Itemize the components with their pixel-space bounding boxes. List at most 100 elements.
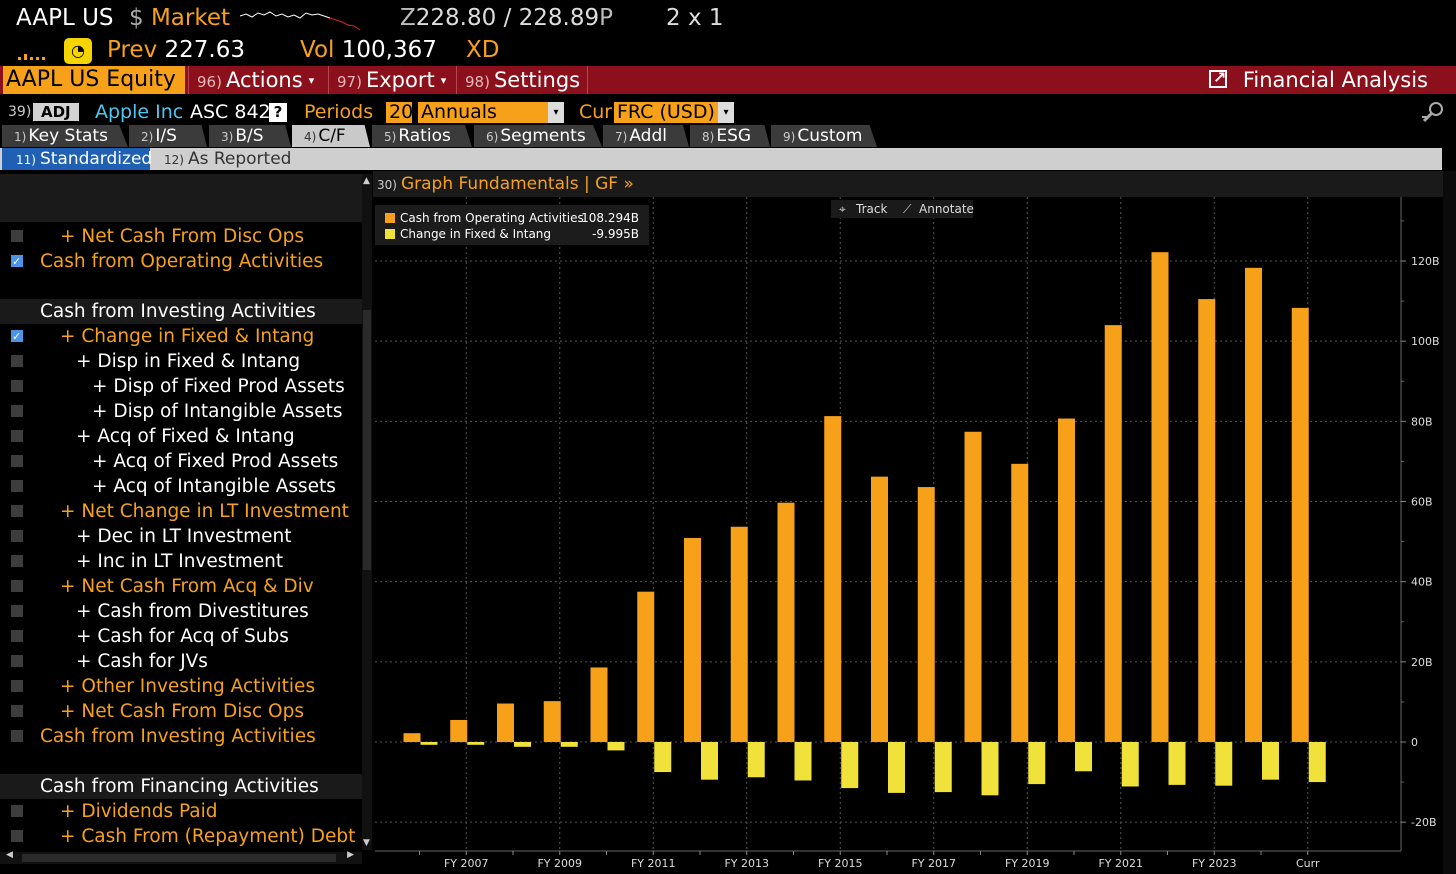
bar-capex[interactable] bbox=[1262, 742, 1279, 780]
chart-title[interactable]: 30) Graph Fundamentals | GF » bbox=[373, 171, 1443, 197]
settings-menu[interactable]: 98) Settings bbox=[456, 66, 588, 94]
bar-capex[interactable] bbox=[1168, 742, 1186, 785]
bar-capex[interactable] bbox=[1121, 742, 1139, 787]
crosshair-icon[interactable]: ⌖ bbox=[839, 202, 846, 216]
bar-operating-cash[interactable] bbox=[403, 733, 421, 742]
list-item[interactable]: + Disp in Fixed & Intang bbox=[0, 349, 362, 374]
scroll-down-icon[interactable]: ▼ bbox=[363, 838, 370, 848]
bar-operating-cash[interactable] bbox=[777, 502, 795, 742]
bar-operating-cash[interactable] bbox=[497, 703, 514, 742]
bar-capex[interactable] bbox=[934, 742, 952, 793]
list-item[interactable]: + Other Investing Activities bbox=[0, 674, 362, 699]
item-checkbox[interactable] bbox=[11, 730, 23, 742]
list-item[interactable]: + Net Cash From Disc Ops bbox=[0, 699, 362, 724]
bar-operating-cash[interactable] bbox=[590, 667, 608, 742]
tab-balance-sheet[interactable]: 3) B/S bbox=[209, 125, 291, 147]
currency-select[interactable]: FRC (USD) bbox=[614, 102, 718, 123]
item-checkbox[interactable] bbox=[11, 355, 23, 367]
help-icon[interactable]: ? bbox=[269, 103, 287, 122]
tab-income-statement[interactable]: 2) I/S bbox=[129, 125, 207, 147]
adj-button[interactable]: ADJ bbox=[33, 103, 79, 121]
bar-capex[interactable] bbox=[1028, 742, 1046, 785]
bar-capex[interactable] bbox=[1308, 742, 1326, 783]
chevron-down-icon[interactable]: ▾ bbox=[548, 102, 564, 123]
popout-icon[interactable] bbox=[1208, 64, 1227, 92]
bar-capex[interactable] bbox=[514, 742, 531, 747]
item-checkbox[interactable] bbox=[11, 705, 23, 717]
bar-capex[interactable] bbox=[981, 742, 999, 796]
tab-key-stats[interactable]: 1) Key Stats bbox=[2, 125, 128, 147]
list-item[interactable]: + Change in Fixed & Intang bbox=[0, 324, 362, 349]
scroll-thumb[interactable] bbox=[22, 854, 336, 862]
list-item[interactable]: + Dec in LT Investment bbox=[0, 524, 362, 549]
list-item[interactable]: Cash from Investing Activities bbox=[0, 724, 362, 749]
bar-capex[interactable] bbox=[701, 742, 718, 780]
item-checkbox[interactable] bbox=[11, 830, 23, 842]
bar-capex[interactable] bbox=[420, 742, 438, 745]
bar-operating-cash[interactable] bbox=[917, 487, 935, 742]
bar-capex[interactable] bbox=[1075, 742, 1092, 772]
tab-cash-flow[interactable]: 4) C/F bbox=[292, 125, 370, 147]
list-item[interactable]: + Cash From (Repayment) Debt bbox=[0, 824, 362, 849]
item-checkbox[interactable] bbox=[11, 530, 23, 542]
item-checkbox[interactable] bbox=[11, 630, 23, 642]
pencil-icon[interactable]: ⟋ bbox=[903, 202, 912, 216]
list-item[interactable]: + Cash from Divestitures bbox=[0, 599, 362, 624]
bar-operating-cash[interactable] bbox=[1011, 463, 1029, 742]
bar-operating-cash[interactable] bbox=[1198, 299, 1216, 742]
bar-operating-cash[interactable] bbox=[1151, 252, 1169, 742]
item-checkbox[interactable] bbox=[11, 249, 23, 274]
scroll-right-icon[interactable]: ▶ bbox=[347, 850, 354, 860]
bar-operating-cash[interactable] bbox=[1104, 325, 1122, 742]
item-checkbox[interactable] bbox=[11, 580, 23, 592]
bar-operating-cash[interactable] bbox=[964, 431, 982, 742]
list-item[interactable]: + Net Cash From Acq & Div bbox=[0, 574, 362, 599]
item-checkbox[interactable] bbox=[11, 455, 23, 467]
list-item[interactable]: + Dividends Paid bbox=[0, 799, 362, 824]
frequency-select[interactable]: Annuals bbox=[418, 102, 548, 123]
bar-capex[interactable] bbox=[467, 742, 485, 745]
bar-capex[interactable] bbox=[1215, 742, 1233, 786]
bar-operating-cash[interactable] bbox=[871, 476, 888, 742]
list-item[interactable]: + Acq of Intangible Assets bbox=[0, 474, 362, 499]
item-checkbox[interactable] bbox=[11, 605, 23, 617]
list-item[interactable]: + Acq of Fixed Prod Assets bbox=[0, 449, 362, 474]
bar-operating-cash[interactable] bbox=[543, 701, 561, 742]
ticker-label[interactable]: AAPL US bbox=[16, 5, 114, 31]
bar-operating-cash[interactable] bbox=[450, 719, 468, 742]
item-checkbox[interactable] bbox=[11, 380, 23, 392]
scroll-up-icon[interactable]: ▲ bbox=[363, 176, 370, 186]
vertical-scrollbar[interactable]: ▲ ▼ bbox=[362, 174, 372, 850]
item-checkbox[interactable] bbox=[11, 680, 23, 692]
bar-operating-cash[interactable] bbox=[637, 591, 655, 742]
item-checkbox[interactable] bbox=[11, 805, 23, 817]
subtab-standardized[interactable]: 11) Standardized bbox=[2, 148, 152, 170]
bar-capex[interactable] bbox=[747, 742, 765, 778]
company-name[interactable]: Apple Inc bbox=[95, 101, 184, 123]
bar-capex[interactable] bbox=[794, 742, 812, 781]
chevron-down-icon[interactable]: ▾ bbox=[718, 102, 734, 123]
tab-esg[interactable]: 8) ESG bbox=[690, 125, 770, 147]
bar-operating-cash[interactable] bbox=[730, 526, 748, 742]
list-item[interactable]: + Acq of Fixed & Intang bbox=[0, 424, 362, 449]
bar-capex[interactable] bbox=[888, 742, 905, 793]
bar-operating-cash[interactable] bbox=[684, 537, 701, 742]
item-checkbox[interactable] bbox=[11, 430, 23, 442]
list-item[interactable]: + Cash for Acq of Subs bbox=[0, 624, 362, 649]
tab-custom[interactable]: 9) Custom bbox=[771, 125, 877, 147]
item-checkbox[interactable] bbox=[11, 655, 23, 667]
bar-operating-cash[interactable] bbox=[1058, 418, 1075, 742]
item-checkbox[interactable] bbox=[11, 230, 23, 242]
list-item[interactable]: + Disp of Fixed Prod Assets bbox=[0, 374, 362, 399]
actions-menu[interactable]: 96) Actions ▾ bbox=[188, 66, 326, 94]
item-checkbox[interactable] bbox=[11, 555, 23, 567]
bar-capex[interactable] bbox=[841, 742, 859, 789]
periods-input[interactable]: 20 bbox=[386, 102, 413, 123]
zoom-icon[interactable] bbox=[1420, 99, 1446, 125]
list-item[interactable]: Cash from Operating Activities bbox=[0, 249, 362, 274]
bar-operating-cash[interactable] bbox=[1245, 267, 1262, 742]
list-item[interactable]: + Cash for JVs bbox=[0, 649, 362, 674]
tab-ratios[interactable]: 5) Ratios bbox=[372, 125, 472, 147]
bar-chart[interactable]: -20B 0 20B 40B 60B 80B 100B 120B FY 2007 FY 2009 F… bbox=[373, 197, 1443, 874]
tab-addl[interactable]: 7) Addl bbox=[603, 125, 689, 147]
